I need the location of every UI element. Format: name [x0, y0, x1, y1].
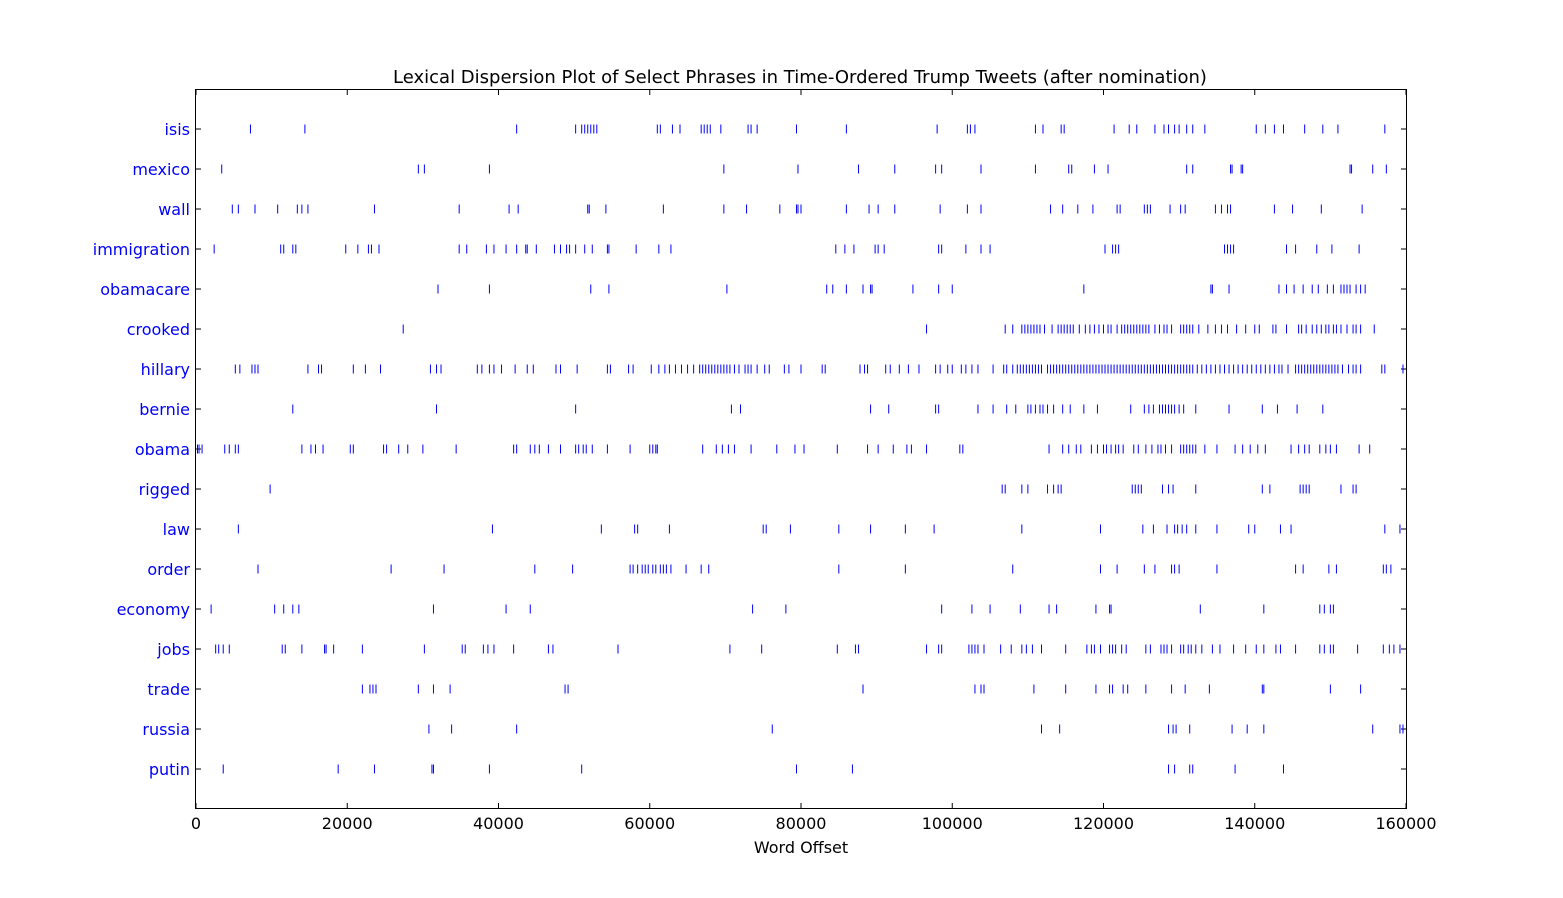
plot-frame — [195, 89, 1407, 809]
series-economy — [210, 604, 1334, 614]
x-tick-label: 20000 — [322, 814, 373, 833]
y-tick-label: order — [147, 560, 190, 579]
series-rigged — [269, 484, 1357, 494]
y-tick-label: wall — [158, 200, 190, 219]
y-tick-label: isis — [164, 120, 190, 139]
x-tick-label: 80000 — [776, 814, 827, 833]
series-obamacare — [437, 284, 1366, 294]
dispersion-marks — [197, 124, 1404, 774]
y-tick-label: rigged — [139, 480, 190, 499]
x-axis-ticks: 0 20000 40000 60000 80000 100000 120000 140000 1… — [191, 90, 1437, 833]
y-tick-label: law — [163, 520, 190, 539]
x-tick-label: 120000 — [1073, 814, 1134, 833]
y-tick-label: immigration — [93, 240, 190, 259]
series-trade — [361, 684, 1362, 694]
chart-title: Lexical Dispersion Plot of Select Phrase… — [393, 67, 1207, 88]
series-putin — [222, 764, 1284, 774]
x-tick-label: 140000 — [1224, 814, 1285, 833]
series-isis — [249, 124, 1386, 134]
y-tick-label: obamacare — [100, 280, 190, 299]
x-tick-label: 100000 — [922, 814, 983, 833]
x-tick-label: 0 — [191, 814, 201, 833]
y-tick-label: bernie — [139, 400, 190, 419]
y-axis-ticks: isis mexico wall immigration obamacare crooke… — [93, 120, 1406, 779]
y-tick-label: crooked — [127, 320, 190, 339]
y-tick-label: putin — [149, 760, 190, 779]
x-tick-label: 60000 — [624, 814, 675, 833]
series-bernie — [292, 404, 1324, 414]
y-tick-label: jobs — [156, 640, 190, 659]
y-tick-label: mexico — [132, 160, 190, 179]
x-tick-label: 40000 — [473, 814, 524, 833]
y-tick-label: economy — [117, 600, 190, 619]
series-jobs — [215, 644, 1401, 654]
y-tick-label: russia — [142, 720, 190, 739]
y-tick-label: trade — [147, 680, 190, 699]
series-immigration — [213, 244, 1360, 254]
x-axis-label: Word Offset — [754, 838, 848, 857]
series-order — [257, 564, 1392, 574]
y-tick-label: obama — [135, 440, 190, 459]
series-crooked — [402, 324, 1375, 334]
x-tick-label: 160000 — [1375, 814, 1436, 833]
y-tick-label: hillary — [141, 360, 190, 379]
series-hillary — [234, 364, 1404, 374]
series-mexico — [221, 164, 1387, 174]
series-obama — [197, 444, 1371, 454]
series-law — [237, 524, 1401, 534]
series-russia — [428, 724, 1404, 734]
series-wall — [231, 204, 1363, 214]
